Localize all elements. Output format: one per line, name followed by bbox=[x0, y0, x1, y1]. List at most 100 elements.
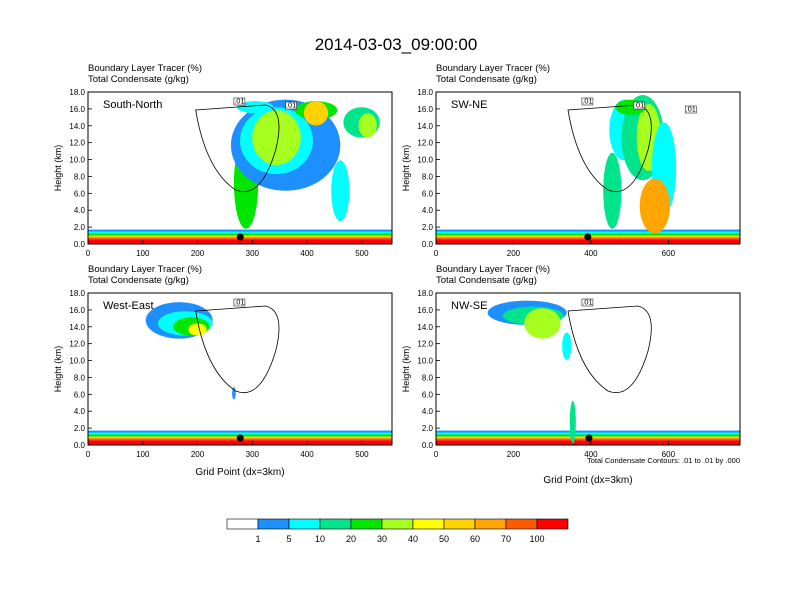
y-tick-label: 18.0 bbox=[417, 88, 433, 97]
y-tick-label: 8.0 bbox=[422, 172, 434, 181]
y-tick-label: 12.0 bbox=[69, 340, 85, 349]
contour-label: .01 bbox=[234, 298, 244, 307]
plot-frame bbox=[436, 92, 740, 244]
panel-south-north: Boundary Layer Tracer (%)Total Condensat… bbox=[53, 63, 392, 258]
colorbar: 1 5 10 20 30 40 50 60 70 100 bbox=[227, 519, 568, 544]
y-tick-label: 16.0 bbox=[417, 306, 433, 315]
panel-label: West-East bbox=[103, 300, 154, 312]
panel-field bbox=[436, 95, 740, 244]
x-tick-label: 200 bbox=[191, 249, 205, 258]
panel-header-line: Total Condensate (g/kg) bbox=[88, 74, 189, 85]
y-tick-label: 10.0 bbox=[69, 357, 85, 366]
y-tick-label: 14.0 bbox=[69, 122, 85, 131]
y-tick-label: 10.0 bbox=[417, 357, 433, 366]
panel-header-line: Boundary Layer Tracer (%) bbox=[436, 63, 550, 74]
panel-header-line: Total Condensate (g/kg) bbox=[436, 74, 537, 85]
panel-label: South-North bbox=[103, 99, 162, 111]
y-axis-label: Height (km) bbox=[401, 346, 411, 393]
colorbar-swatch bbox=[413, 519, 444, 529]
y-tick-label: 14.0 bbox=[417, 122, 433, 131]
y-tick-label: 8.0 bbox=[74, 373, 86, 382]
x-tick-label: 0 bbox=[86, 249, 91, 258]
x-tick-label: 600 bbox=[662, 249, 676, 258]
panel-header-line: Total Condensate (g/kg) bbox=[88, 275, 189, 286]
y-tick-label: 2.0 bbox=[422, 223, 434, 232]
y-tick-label: 10.0 bbox=[417, 156, 433, 165]
y-tick-label: 18.0 bbox=[417, 289, 433, 298]
y-axis-label: Height (km) bbox=[401, 145, 411, 192]
colorbar-swatch bbox=[227, 519, 258, 529]
tracer-blob bbox=[304, 101, 328, 125]
colorbar-label: 30 bbox=[377, 534, 387, 544]
panel-sw-ne: Boundary Layer Tracer (%)Total Condensat… bbox=[401, 63, 740, 258]
y-tick-label: 14.0 bbox=[69, 323, 85, 332]
x-tick-label: 300 bbox=[246, 249, 260, 258]
y-tick-label: 2.0 bbox=[74, 223, 86, 232]
y-tick-label: 8.0 bbox=[422, 373, 434, 382]
contour-label: .01 bbox=[582, 97, 592, 106]
x-tick-label: 200 bbox=[507, 249, 521, 258]
y-tick-label: 6.0 bbox=[74, 390, 86, 399]
panel-label: SW-NE bbox=[451, 99, 487, 111]
panel-field bbox=[88, 100, 392, 244]
figure-title: 2014-03-03_09:00:00 bbox=[315, 35, 478, 54]
colorbar-swatch bbox=[475, 519, 506, 529]
plot-frame bbox=[436, 293, 740, 445]
contour-label: .01 bbox=[686, 105, 696, 114]
y-tick-label: 14.0 bbox=[417, 323, 433, 332]
panel-header-line: Boundary Layer Tracer (%) bbox=[88, 264, 202, 275]
colorbar-label: 50 bbox=[439, 534, 449, 544]
x-tick-label: 400 bbox=[300, 249, 314, 258]
y-tick-label: 4.0 bbox=[422, 206, 434, 215]
panel-label: NW-SE bbox=[451, 300, 487, 312]
x-tick-label: 100 bbox=[136, 249, 150, 258]
contour-label: .01 bbox=[582, 298, 592, 307]
panels-group: Boundary Layer Tracer (%)Total Condensat… bbox=[53, 63, 740, 486]
y-tick-label: 16.0 bbox=[69, 105, 85, 114]
panel-field bbox=[436, 301, 740, 445]
y-tick-label: 4.0 bbox=[74, 206, 86, 215]
colorbar-label: 60 bbox=[470, 534, 480, 544]
x-tick-label: 200 bbox=[507, 450, 521, 459]
x-tick-label: 0 bbox=[434, 249, 439, 258]
colorbar-swatch bbox=[351, 519, 382, 529]
condensate-contour bbox=[568, 306, 651, 393]
colorbar-label: 100 bbox=[529, 534, 544, 544]
colorbar-label: 10 bbox=[315, 534, 325, 544]
y-tick-label: 6.0 bbox=[422, 189, 434, 198]
panel-header-line: Boundary Layer Tracer (%) bbox=[88, 63, 202, 74]
colorbar-label: 70 bbox=[501, 534, 511, 544]
colorbar-label: 40 bbox=[408, 534, 418, 544]
y-tick-label: 10.0 bbox=[69, 156, 85, 165]
contour-label: .01 bbox=[634, 101, 644, 110]
x-tick-label: 400 bbox=[584, 249, 598, 258]
tracer-blob bbox=[252, 110, 301, 165]
tracer-blob bbox=[359, 113, 377, 137]
contour-note: Total Condensate Contours: .01 to .01 by… bbox=[587, 456, 740, 465]
x-tick-label: 500 bbox=[355, 450, 369, 459]
x-axis-label: Grid Point (dx=3km) bbox=[195, 467, 284, 478]
surface-marker bbox=[237, 234, 244, 241]
y-tick-label: 0.0 bbox=[422, 240, 434, 249]
y-tick-label: 18.0 bbox=[69, 289, 85, 298]
y-tick-label: 2.0 bbox=[74, 424, 86, 433]
tracer-blob bbox=[188, 323, 206, 335]
colorbar-swatch bbox=[258, 519, 289, 529]
tracer-blob bbox=[570, 401, 576, 444]
y-tick-label: 12.0 bbox=[417, 340, 433, 349]
surface-marker bbox=[237, 435, 244, 442]
y-tick-label: 4.0 bbox=[422, 407, 434, 416]
colorbar-label: 1 bbox=[255, 534, 260, 544]
colorbar-label: 5 bbox=[286, 534, 291, 544]
y-tick-label: 8.0 bbox=[74, 172, 86, 181]
colorbar-swatch bbox=[444, 519, 475, 529]
x-tick-label: 0 bbox=[86, 450, 91, 459]
panel-field bbox=[88, 302, 392, 445]
panel-header-line: Total Condensate (g/kg) bbox=[436, 275, 537, 286]
panel-west-east: Boundary Layer Tracer (%)Total Condensat… bbox=[53, 264, 392, 478]
colorbar-label: 20 bbox=[346, 534, 356, 544]
colorbar-swatch bbox=[320, 519, 351, 529]
x-tick-label: 200 bbox=[191, 450, 205, 459]
panel-header-line: Boundary Layer Tracer (%) bbox=[436, 264, 550, 275]
